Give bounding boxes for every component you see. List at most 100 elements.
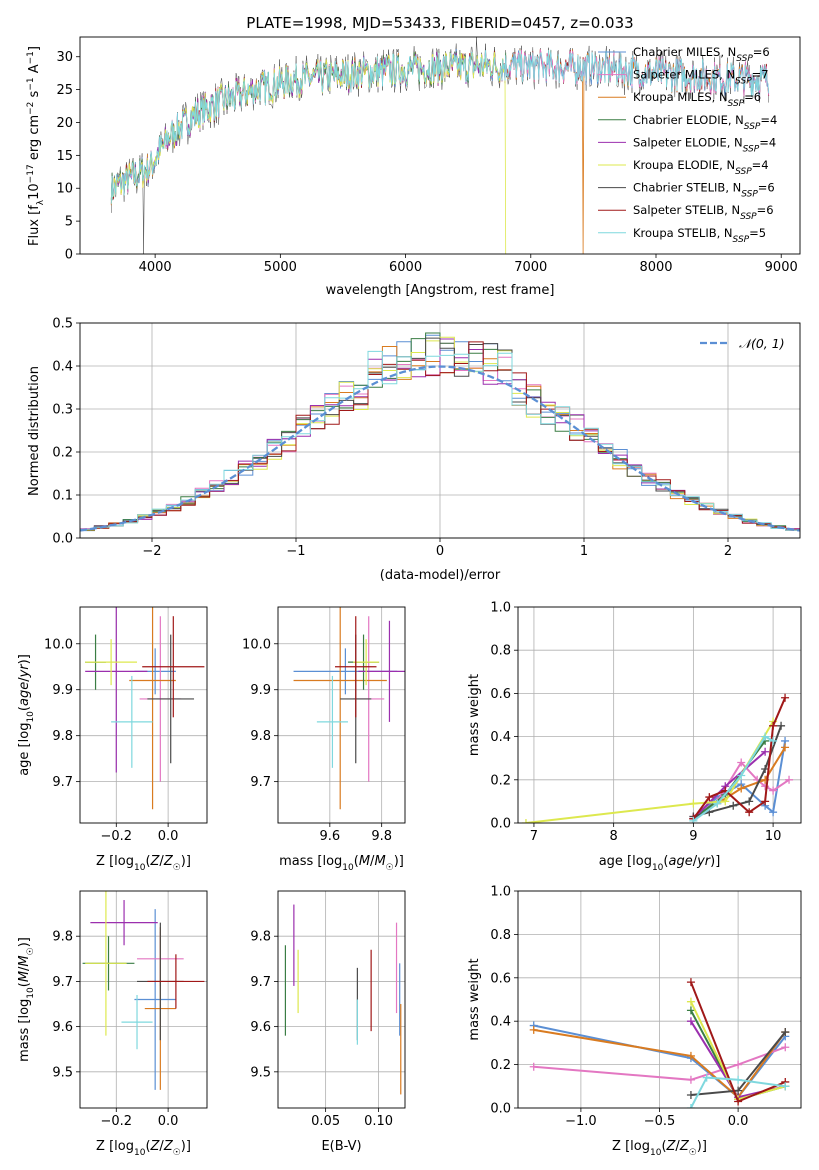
x-tick-label: 9: [689, 829, 697, 844]
series-marker: [689, 816, 698, 823]
y-tick-label: 0.4: [490, 730, 511, 745]
panel-age-vs-mass: 9.6 9.8 9.7 9.8 9.9 10.0 mass [log10(M/M☉)]: [242, 606, 406, 873]
series-marker: [781, 693, 790, 702]
plot-area: [293, 607, 405, 810]
errorbar-point-salpeter-elodie: [90, 900, 158, 946]
y-axis-label: age [log10(age/yr)]: [17, 654, 36, 776]
normal-reference-curve: [80, 365, 800, 532]
histogram-kroupa-stelib: [80, 350, 800, 531]
axes-frame: [79, 606, 208, 824]
y-axis-label: mass weight: [467, 958, 482, 1040]
y-tick-label: 0.8: [490, 928, 511, 943]
x-tick-label: 0.0: [158, 1114, 179, 1129]
axes-frame: [517, 606, 802, 824]
y-tick-label: 0.2: [52, 446, 73, 461]
series-marker: [761, 732, 770, 741]
x-tick-label: −0.5: [644, 1114, 676, 1129]
series-marker: [686, 1051, 695, 1060]
series-marker: [686, 1017, 695, 1026]
series-marker: [781, 1028, 790, 1037]
series-marker: [781, 1043, 790, 1052]
legend-entry-chabrier-elodie: Chabrier ELODIE, NSSP=4: [633, 113, 777, 132]
y-tick-label: 0.6: [490, 687, 511, 702]
y-tick-label: 0.4: [490, 1015, 511, 1030]
legend-entry-salpeter-stelib: Salpeter STELIB, NSSP=6: [633, 203, 774, 222]
x-tick-label: 0.0: [728, 1114, 749, 1129]
series-kroupa-stelib: [686, 1073, 790, 1108]
series-marker: [769, 721, 778, 730]
panel-residuals: −2 −1 0 1 2 0.0 0.1 0.2 0.3 0.4 0.5 𝒩(0, 1) (data-mo…: [27, 317, 801, 583]
series-line: [693, 725, 783, 818]
series-marker: [705, 793, 714, 802]
series-chabrier-stelib: [686, 1028, 790, 1099]
x-tick-label: −0.2: [100, 829, 132, 844]
plot-area: [284, 904, 402, 1095]
x-tick-label: 9.8: [371, 829, 392, 844]
series-marker: [781, 743, 790, 752]
series-marker: [686, 1006, 695, 1015]
y-tick-label: 9.7: [250, 775, 271, 790]
y-tick-label: 10: [56, 182, 73, 197]
y-tick-label: 5: [65, 215, 73, 230]
series-marker: [769, 808, 778, 817]
y-tick-label: 15: [56, 149, 73, 164]
y-tick-label: 9.6: [52, 1020, 73, 1035]
y-tick-label: 9.9: [52, 683, 73, 698]
x-axis-label: mass [log10(M/M☉)]: [279, 854, 404, 873]
plot-area: [82, 891, 205, 1090]
panel-spectrum: 4000 5000 6000 7000 8000 9000 0 5 10 15 20 25 30 Chab…: [26, 36, 801, 298]
series-marker: [686, 978, 695, 987]
y-tick-label: 9.9: [250, 683, 271, 698]
y-tick-label: 1.0: [490, 601, 511, 616]
x-tick-label: 8000: [639, 260, 672, 275]
x-tick-label: 7: [530, 829, 538, 844]
series-marker: [702, 1073, 711, 1082]
series-marker: [686, 1075, 695, 1084]
series-marker: [781, 1082, 790, 1091]
y-tick-label: 0.4: [52, 360, 73, 375]
y-axis-label: Flux [fλ10−17 erg cm−2 s−1 A−1]: [26, 46, 46, 246]
y-tick-label: 1.0: [490, 885, 511, 900]
y-tick-label: 0.2: [490, 773, 511, 788]
errorbar-point-chabrier-stelib: [147, 634, 195, 764]
x-tick-label: 2: [724, 544, 732, 559]
series-marker: [745, 797, 754, 806]
x-tick-label: −0.2: [100, 1114, 132, 1129]
x-tick-label: 9000: [765, 260, 798, 275]
legend-entry-chabrier-stelib: Chabrier STELIB, NSSP=6: [633, 181, 775, 200]
errorbar-point-salpeter-stelib: [147, 954, 205, 1009]
spectrum-legend: Chabrier MILES, NSSP=6 Salpeter MILES, NS…: [598, 45, 777, 245]
y-tick-label: 9.5: [250, 1065, 271, 1080]
errorbar-point-salpeter-stelib: [142, 616, 205, 718]
panel-age-vs-Z: −0.2 0.0 9.7 9.8 9.9 10.0 Z [log10(Z/Z☉)] age […: [17, 606, 208, 873]
series-line: [690, 1076, 786, 1108]
legend-entry-normal: 𝒩(0, 1): [739, 336, 785, 351]
y-tick-label: 0.3: [52, 403, 73, 418]
y-tick-label: 10.0: [44, 637, 73, 652]
series-marker: [734, 1060, 743, 1069]
series-marker: [785, 775, 794, 784]
series-marker: [529, 1025, 538, 1034]
y-axis-label: mass weight: [467, 674, 482, 756]
legend-entry-kroupa-stelib: Kroupa STELIB, NSSP=5: [633, 226, 766, 245]
y-tick-label: 9.8: [250, 930, 271, 945]
y-tick-label: 0.2: [490, 1058, 511, 1073]
plot-area: [110, 37, 770, 254]
series-marker: [734, 1097, 743, 1106]
x-axis-label: (data-model)/error: [380, 568, 501, 583]
spectrum-line-kroupa-stelib: [110, 49, 770, 204]
legend-entry-salpeter-elodie: Salpeter ELODIE, NSSP=4: [633, 135, 776, 154]
y-tick-label: 0.8: [490, 644, 511, 659]
x-axis-label: Z [log10(Z/Z☉)]: [96, 854, 191, 873]
series-line: [533, 1046, 786, 1081]
y-tick-label: 0.0: [490, 817, 511, 832]
errorbar-point-kroupa-stelib: [316, 675, 348, 768]
y-axis-label: Normed distribution: [27, 366, 42, 496]
errorbar-point-kroupa-elodie: [85, 639, 138, 686]
x-tick-label: 0.10: [364, 1114, 393, 1129]
y-tick-label: 25: [56, 83, 73, 98]
x-tick-label: 7000: [514, 260, 547, 275]
series-marker: [721, 797, 730, 806]
x-axis-label: age [log10(age/yr)]: [599, 854, 721, 873]
axes-frame: [79, 322, 801, 539]
